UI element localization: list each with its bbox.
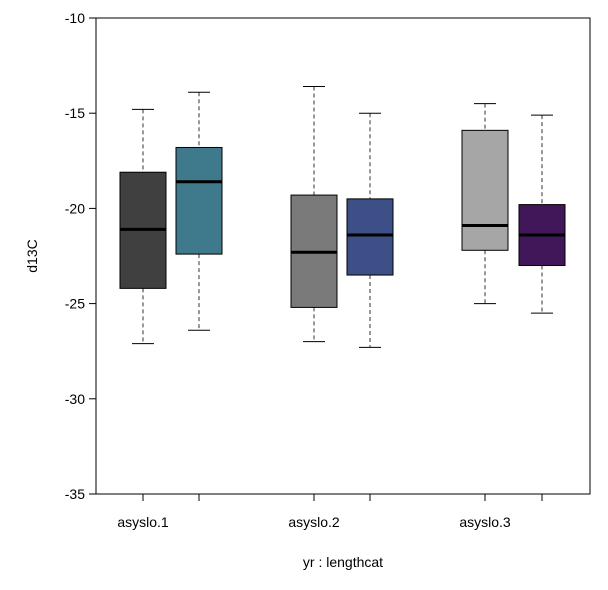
box-6 bbox=[518, 114, 566, 314]
box-5 bbox=[461, 103, 509, 305]
plot-frame bbox=[95, 17, 591, 495]
y-axis: -35 -30 -25 -20 -15 -10 bbox=[65, 10, 96, 502]
y-tick-label: -25 bbox=[65, 296, 85, 312]
y-tick-label: -35 bbox=[65, 486, 85, 502]
box-body bbox=[346, 198, 394, 276]
x-axis-title: yr : lengthcat bbox=[303, 554, 383, 570]
x-group-label: asyslo.1 bbox=[117, 514, 169, 530]
box-body bbox=[175, 146, 223, 255]
x-group-label: asyslo.2 bbox=[288, 514, 340, 530]
box-2 bbox=[175, 91, 223, 331]
y-tick-label: -30 bbox=[65, 391, 85, 407]
y-axis-title: d13C bbox=[24, 239, 40, 272]
box-body bbox=[461, 129, 509, 251]
y-tick-label: -15 bbox=[65, 105, 85, 121]
x-group-label: asyslo.3 bbox=[459, 514, 511, 530]
box-3 bbox=[290, 86, 338, 343]
boxes bbox=[119, 86, 566, 348]
x-axis: asyslo.1 asyslo.2 asyslo.3 bbox=[117, 494, 543, 530]
box-1 bbox=[119, 108, 167, 345]
box-4 bbox=[346, 112, 394, 348]
y-tick-label: -10 bbox=[65, 10, 85, 26]
y-tick-label: -20 bbox=[65, 200, 85, 216]
